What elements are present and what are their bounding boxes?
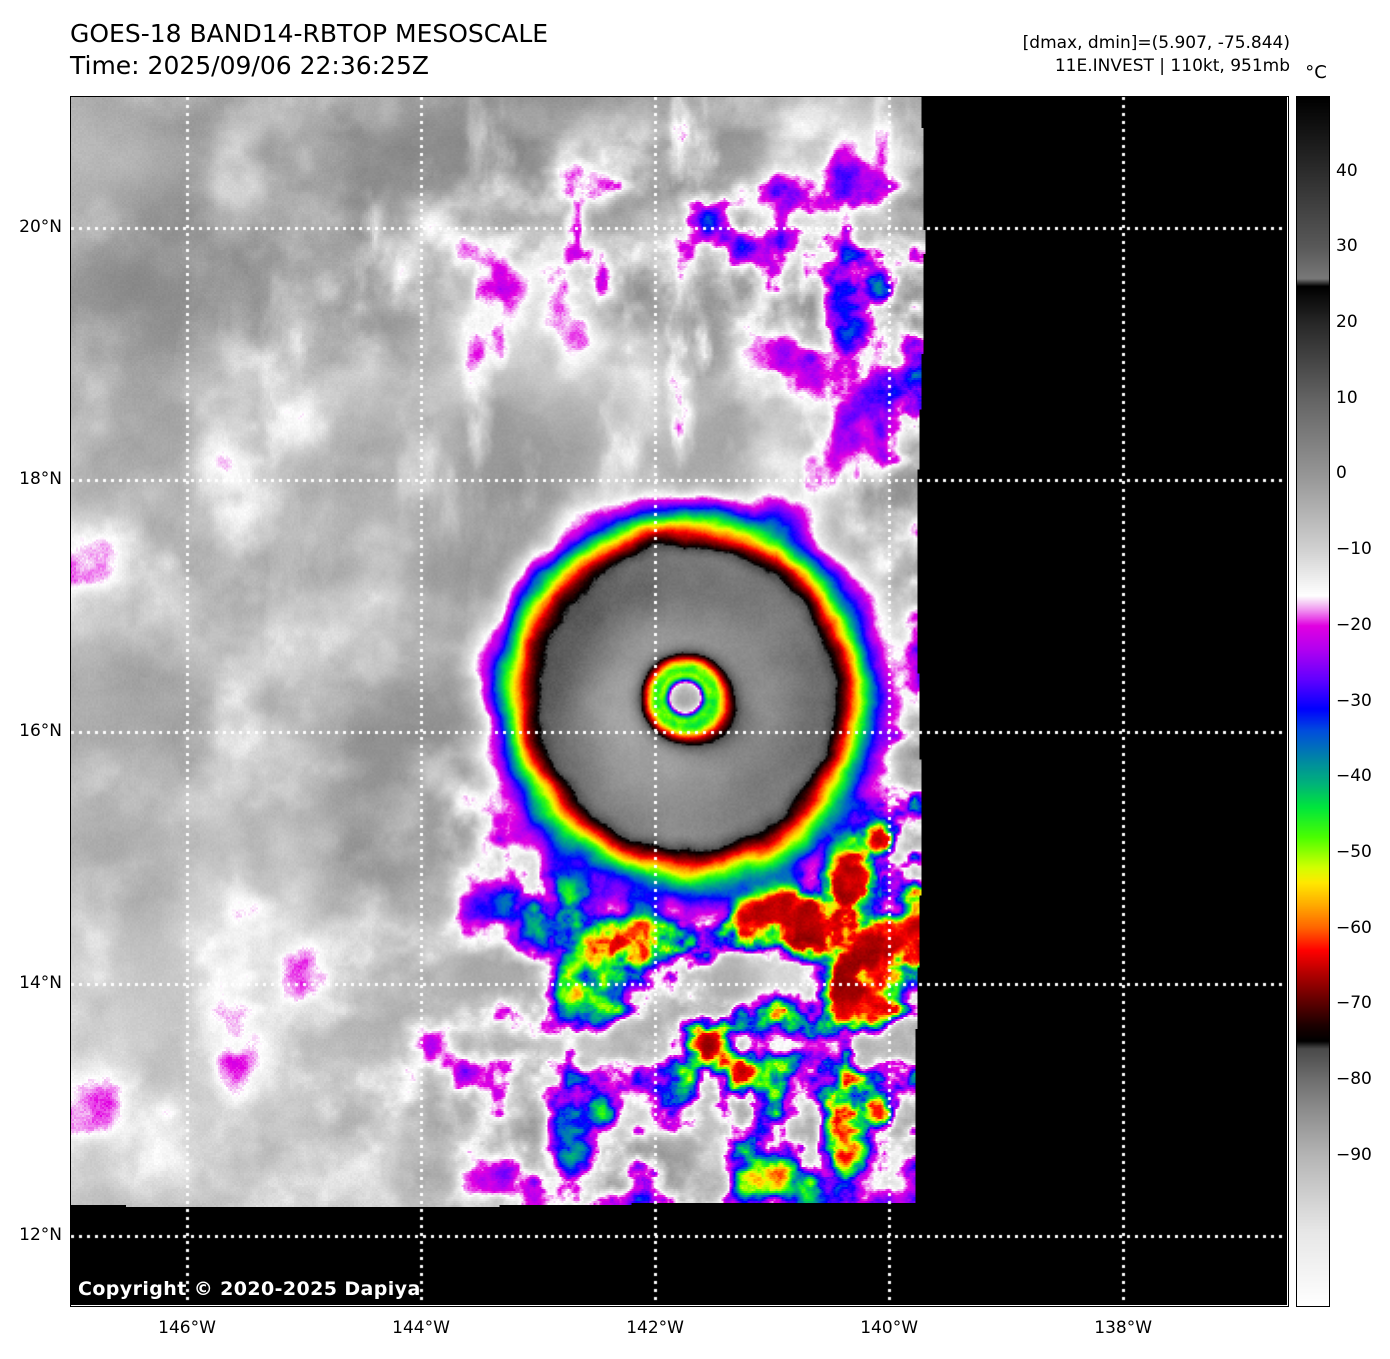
colorbar-tick-13: −90 bbox=[1336, 1144, 1372, 1165]
longitude-axis-labels: 146°W 144°W 142°W 140°W 138°W bbox=[70, 1320, 1287, 1344]
colorbar-tick-9: −50 bbox=[1336, 841, 1372, 862]
latitude-tick-1: 18°N bbox=[19, 469, 62, 490]
latitude-axis-labels: 20°N 18°N 16°N 14°N 12°N bbox=[0, 96, 62, 1305]
colorbar bbox=[1296, 96, 1330, 1307]
colorbar-tick-0: 40 bbox=[1336, 160, 1358, 181]
storm-info-label: 11E.INVEST | 110kt, 951mb bbox=[1054, 56, 1290, 76]
header-meta-block: [dmax, dmin]=(5.907, -75.844) 11E.INVEST… bbox=[1023, 32, 1290, 78]
colorbar-tick-4: 0 bbox=[1336, 463, 1347, 484]
colorbar-tick-8: −40 bbox=[1336, 766, 1372, 787]
colorbar-tick-2: 20 bbox=[1336, 312, 1358, 333]
latitude-tick-0: 20°N bbox=[19, 217, 62, 238]
colorbar-tick-5: −10 bbox=[1336, 539, 1372, 560]
satellite-image bbox=[70, 96, 1287, 1305]
satellite-plot-area bbox=[70, 96, 1287, 1305]
colorbar-tick-12: −80 bbox=[1336, 1068, 1372, 1089]
colorbar-unit-label: °C bbox=[1305, 62, 1327, 83]
longitude-tick-3: 140°W bbox=[860, 1318, 919, 1338]
colorbar-gradient bbox=[1296, 96, 1330, 1307]
latitude-tick-2: 16°N bbox=[19, 720, 62, 741]
longitude-tick-1: 144°W bbox=[392, 1318, 450, 1338]
latitude-tick-4: 12°N bbox=[19, 1224, 62, 1245]
colorbar-tick-labels: 40 30 20 10 0 −10 −20 −30 −40 −50 −60 −70 −80 −90 bbox=[1336, 96, 1390, 1307]
observation-time: Time: 2025/09/06 22:36:25Z bbox=[70, 51, 429, 80]
colorbar-tick-10: −60 bbox=[1336, 917, 1372, 938]
data-range-label: [dmax, dmin]=(5.907, -75.844) bbox=[1022, 33, 1290, 53]
copyright-notice: Copyright © 2020-2025 Dapiya bbox=[78, 1278, 421, 1300]
colorbar-tick-7: −30 bbox=[1336, 690, 1372, 711]
colorbar-tick-3: 10 bbox=[1336, 387, 1358, 408]
colorbar-tick-11: −70 bbox=[1336, 993, 1372, 1014]
colorbar-tick-6: −20 bbox=[1336, 614, 1372, 635]
header-title-block: GOES-18 BAND14-RBTOP MESOSCALE Time: 202… bbox=[70, 18, 548, 82]
colorbar-tick-1: 30 bbox=[1336, 236, 1358, 257]
longitude-tick-0: 146°W bbox=[158, 1318, 216, 1338]
longitude-tick-4: 138°W bbox=[1094, 1318, 1153, 1338]
longitude-tick-2: 142°W bbox=[626, 1318, 684, 1338]
latitude-tick-3: 14°N bbox=[19, 972, 62, 993]
product-title: GOES-18 BAND14-RBTOP MESOSCALE bbox=[70, 19, 549, 48]
